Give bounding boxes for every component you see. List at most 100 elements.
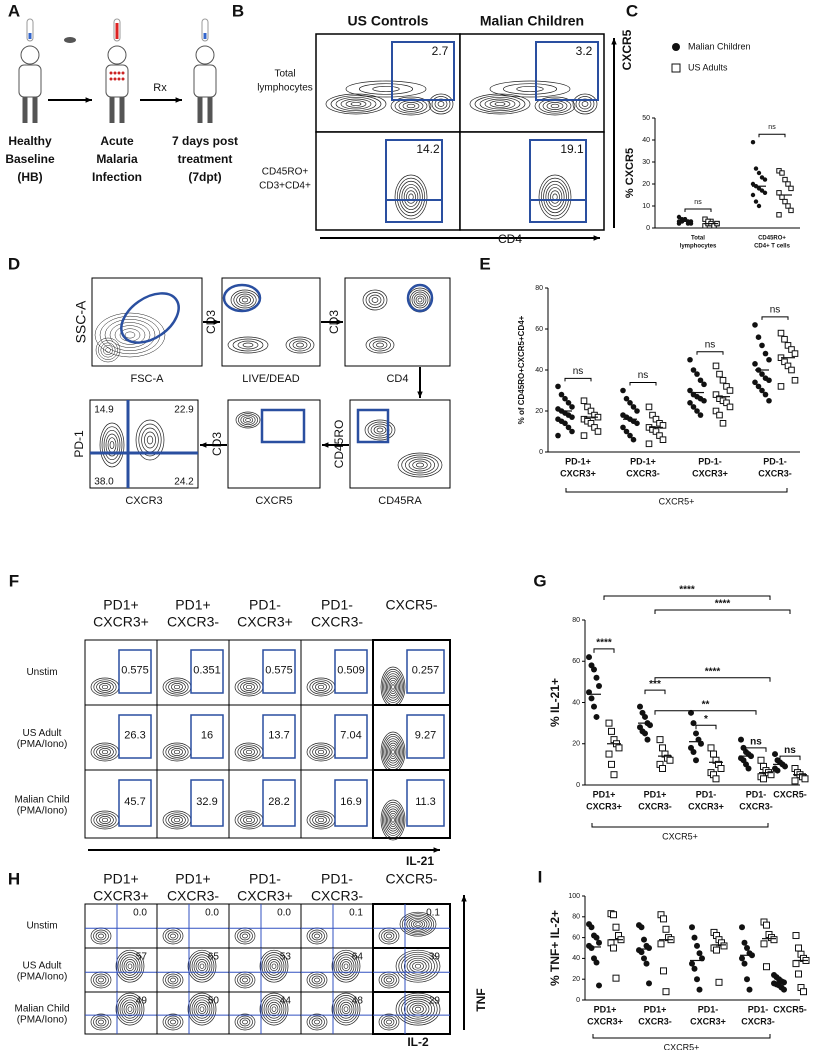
contour (331, 992, 361, 1026)
data-point (784, 362, 792, 370)
significance-label: **** (705, 666, 721, 677)
contour (387, 810, 399, 830)
gate (118, 714, 152, 759)
contour (383, 736, 403, 768)
data-point (659, 744, 666, 752)
y-tick-label: 40 (535, 367, 543, 374)
contour (335, 997, 357, 1021)
contour (386, 1019, 392, 1025)
contour (399, 180, 423, 214)
data-point (637, 703, 643, 710)
gate (262, 714, 296, 759)
data-point (659, 422, 667, 429)
contour (343, 1006, 349, 1012)
gate-value: 28.2 (268, 796, 289, 808)
contour (383, 975, 395, 985)
y-tick-label: 60 (572, 658, 580, 665)
gate-value: 11.3 (415, 796, 436, 808)
contour (397, 452, 443, 478)
row-label: Unstim (26, 921, 57, 932)
comparison-bracket (695, 724, 717, 730)
x-tick-label: PD1+ (594, 1004, 617, 1014)
arrow-head (200, 442, 207, 448)
contour (104, 319, 156, 351)
quadrant-value: 49 (136, 996, 148, 1007)
y-tick-label: 0 (576, 782, 580, 789)
quadrant-value: 53 (280, 952, 292, 963)
contour (93, 929, 109, 943)
panel-letter: C (626, 1, 638, 20)
data-point (620, 424, 626, 431)
gate-value: 14.2 (416, 142, 440, 156)
data-point (776, 190, 782, 196)
contour (390, 96, 432, 116)
contour (233, 291, 257, 309)
contour (94, 312, 166, 358)
arrow-head (322, 442, 329, 448)
contour (96, 746, 114, 758)
data-point (744, 976, 750, 983)
y-tick-label: 0 (646, 225, 650, 232)
gate-value: 0.509 (337, 664, 365, 676)
x-tick-label: PD1- (746, 789, 767, 799)
contour (373, 425, 387, 435)
arrow-head (433, 847, 440, 853)
contour (317, 684, 325, 690)
rash-dot (121, 77, 125, 81)
data-point (580, 432, 588, 439)
x-tick-label: CXCR3+ (560, 468, 596, 478)
contour (383, 931, 395, 941)
contour (401, 996, 435, 1022)
comparison-bracket (654, 677, 771, 682)
contour (99, 748, 111, 756)
row-label: lymphocytes (257, 83, 313, 94)
data-point (662, 988, 670, 996)
data-point (641, 955, 647, 962)
significance-label: **** (715, 599, 731, 610)
data-point (779, 194, 785, 200)
quadrant-value: 39 (429, 952, 441, 963)
gate-value: 0.257 (412, 664, 440, 676)
contour (343, 963, 349, 969)
stage-label: Acute (100, 134, 134, 148)
contour (337, 956, 355, 976)
contour (245, 418, 251, 422)
gate (334, 649, 368, 694)
data-point (753, 199, 759, 204)
contour (101, 817, 109, 823)
contour (165, 679, 189, 695)
thermometer-level (115, 23, 119, 39)
stage-label: (HB) (17, 170, 42, 184)
contour (337, 999, 355, 1019)
data-point (801, 775, 809, 783)
x-tick-label: CD4+ T cells (754, 244, 791, 250)
contour (95, 931, 107, 941)
arrow-head (417, 391, 423, 398)
contour (199, 963, 205, 969)
contour (168, 746, 186, 758)
contour (385, 740, 401, 764)
data-point (696, 986, 703, 993)
contour (330, 95, 382, 113)
panel-letter: F (9, 571, 19, 590)
flow-plot (372, 704, 451, 771)
contour (115, 992, 145, 1026)
contour (385, 675, 401, 699)
y-tick-label: 80 (535, 285, 543, 292)
contour (243, 683, 255, 691)
gate (406, 649, 445, 694)
contour (123, 958, 137, 974)
x-tick-label: lymphocytes (680, 244, 717, 250)
data-point (755, 334, 762, 341)
contour (391, 749, 395, 755)
data-point (644, 736, 651, 743)
significance-label: * (704, 714, 708, 725)
gate (406, 714, 445, 759)
x-tick-label: CXCR3- (758, 468, 792, 478)
contour (261, 952, 287, 981)
contour (127, 963, 133, 969)
panel-letter: D (8, 254, 20, 273)
rash-dot (121, 71, 125, 75)
contour (489, 100, 511, 108)
arrow-head (85, 97, 92, 103)
